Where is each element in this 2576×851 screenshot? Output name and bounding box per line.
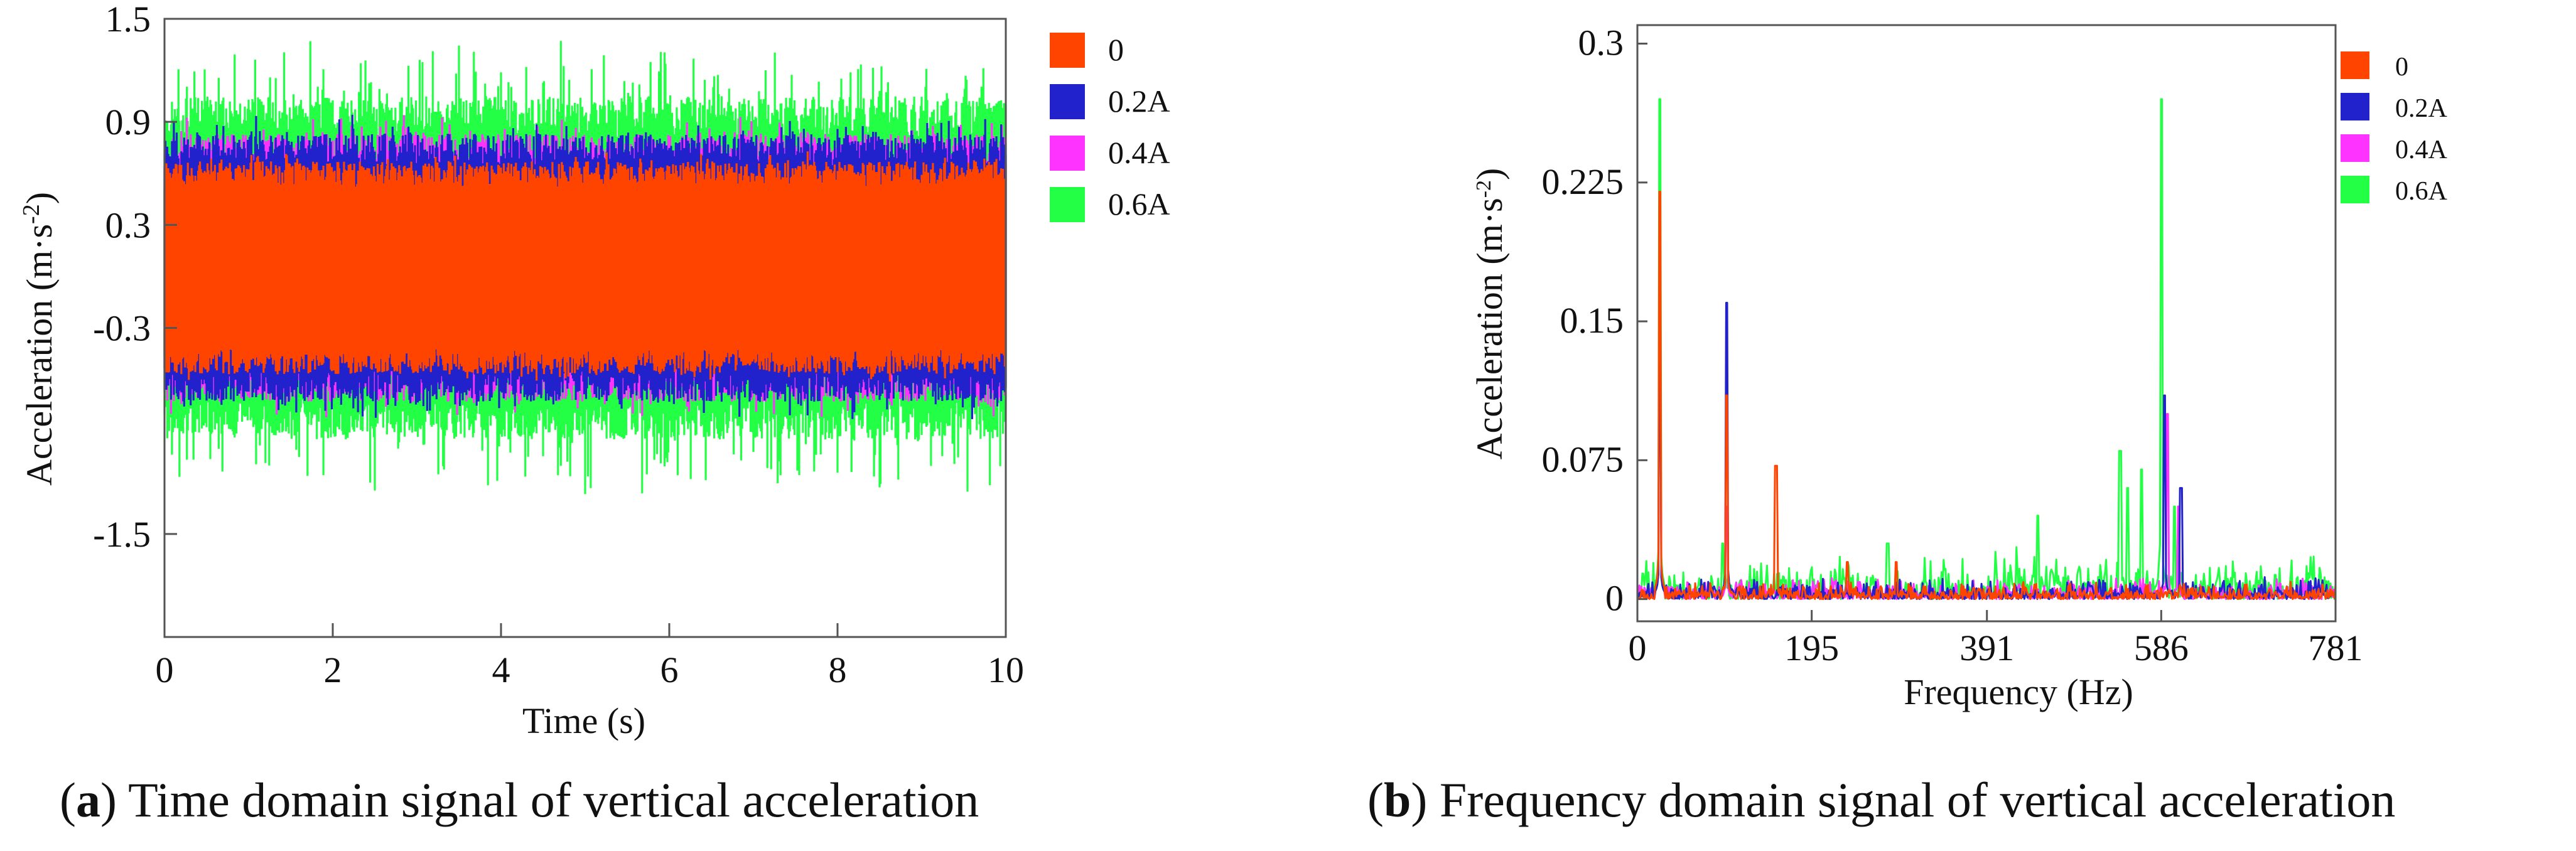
y-tick-label: 0.3 [1578, 23, 1624, 63]
legend-swatch [2341, 93, 2369, 120]
frequency-x-ticks: 0 195 391 586 781 [1629, 610, 2363, 668]
frequency-plot-frame [1636, 24, 2337, 623]
time-domain-chart: 0 2 4 6 8 10 1.5 0.9 0.3 -0.3 -1.5 Time (s) Accel… [18, 0, 1170, 741]
legend-label: 0.4A [1108, 135, 1170, 170]
y-tick-label: 0.075 [1542, 439, 1624, 479]
frequency-x-axis-title: Frequency (Hz) [1904, 672, 2133, 712]
legend-label: 0.6A [2395, 177, 2448, 206]
time-y-axis-title-end: ) [19, 192, 60, 204]
series-0.2A [1637, 302, 2337, 601]
y-tick-label: 0.225 [1542, 161, 1624, 202]
x-tick-label: 0 [156, 650, 174, 690]
time-y-axis-title-main: Acceleration (m·s [19, 224, 60, 486]
x-tick-label: 391 [1959, 628, 2014, 668]
y-tick-label: 0 [1605, 578, 1624, 619]
time-y-axis-title: Acceleration (m·s-2) [18, 192, 60, 486]
series-0 [163, 151, 1007, 382]
legend-label: 0.4A [2395, 136, 2448, 164]
y-tick-label: 0.15 [1560, 300, 1624, 341]
x-tick-label: 8 [829, 650, 847, 690]
time-legend: 0 0.2A 0.4A 0.6A [1050, 32, 1170, 222]
legend-label: 0.2A [2395, 94, 2448, 123]
legend-swatch [2341, 176, 2369, 203]
frequency-legend: 0 0.2A 0.4A 0.6A [2341, 51, 2448, 206]
legend-label: 0.2A [1108, 83, 1170, 119]
y-tick-label: 1.5 [105, 0, 151, 40]
caption-a: (a) Time domain signal of vertical accel… [60, 773, 979, 827]
time-x-ticks: 0 2 4 6 8 10 [156, 623, 1024, 690]
x-tick-label: 4 [492, 650, 510, 690]
caption-b: (b) Frequency domain signal of vertical … [1367, 773, 2396, 827]
x-tick-label: 0 [1629, 628, 1647, 668]
caption-b-label: b [1383, 773, 1411, 827]
x-tick-label: 2 [324, 650, 342, 690]
legend-swatch [1050, 84, 1085, 119]
x-tick-label: 195 [1784, 628, 1839, 668]
legend-label: 0.6A [1108, 186, 1170, 222]
caption-a-text: Time domain signal of vertical accelerat… [128, 773, 979, 827]
x-tick-label: 781 [2309, 628, 2363, 668]
caption-a-label: a [75, 773, 100, 827]
legend-swatch [2341, 51, 2369, 79]
y-tick-label: 0.9 [105, 102, 151, 142]
x-tick-label: 586 [2134, 628, 2189, 668]
x-tick-label: 6 [660, 650, 679, 690]
y-tick-label: -0.3 [93, 308, 151, 349]
time-y-ticks: 1.5 0.9 0.3 -0.3 -1.5 [93, 0, 177, 555]
time-x-axis-title: Time (s) [522, 700, 645, 741]
frequency-y-axis-title-sup: -2 [1472, 180, 1495, 198]
y-tick-label: 0.3 [105, 205, 151, 245]
legend-swatch [1050, 136, 1085, 171]
series-0.6A [1636, 98, 2337, 601]
frequency-domain-chart: 0 195 391 586 781 0.3 0.225 0.15 0.075 0 Frequen… [1469, 23, 2448, 712]
y-tick-label: -1.5 [93, 514, 151, 555]
series-0.4A [1637, 339, 2337, 601]
frequency-y-ticks: 0.3 0.225 0.15 0.075 0 [1542, 23, 1647, 619]
frequency-y-axis-title: Acceleration (m·s-2) [1469, 168, 1510, 460]
time-series-traces [163, 41, 1007, 495]
frequency-series-traces [1636, 98, 2337, 601]
frequency-y-axis-title-end: ) [1469, 168, 1510, 180]
x-tick-label: 10 [988, 650, 1024, 690]
series-0 [1637, 191, 2337, 601]
frequency-y-axis-title-main: Acceleration (m·s [1469, 198, 1510, 459]
legend-swatch [1050, 187, 1085, 222]
legend-label: 0 [2395, 53, 2408, 82]
time-y-axis-title-sup: -2 [18, 204, 45, 224]
legend-swatch [2341, 134, 2369, 162]
legend-label: 0 [1108, 32, 1124, 67]
legend-swatch [1050, 33, 1085, 68]
caption-b-text: Frequency domain signal of vertical acce… [1439, 773, 2396, 827]
